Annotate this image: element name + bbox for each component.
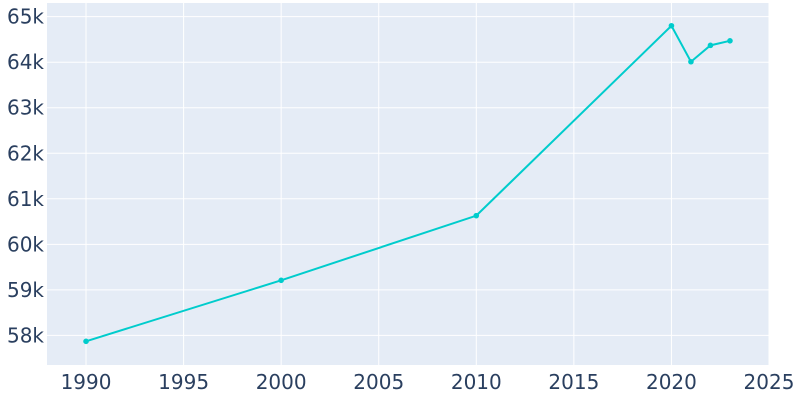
y-tick-label: 62k bbox=[7, 141, 44, 165]
x-tick-label: 2000 bbox=[256, 370, 307, 394]
x-tick-label: 2015 bbox=[548, 370, 599, 394]
x-tick-label: 2020 bbox=[646, 370, 697, 394]
y-tick-label: 59k bbox=[7, 278, 44, 302]
y-tick-label: 58k bbox=[7, 323, 44, 347]
x-tick-label: 1990 bbox=[61, 370, 112, 394]
x-tick-label: 2005 bbox=[353, 370, 404, 394]
x-tick-labels: 1990 1995 2000 2005 2010 2015 2020 2025 bbox=[61, 370, 795, 394]
data-point bbox=[727, 37, 733, 44]
y-tick-label: 65k bbox=[7, 5, 44, 29]
series-points bbox=[83, 22, 733, 345]
y-tick-labels: 58k 59k 60k 61k 62k 63k 64k 65k bbox=[7, 5, 44, 348]
x-tick-label: 1995 bbox=[158, 370, 209, 394]
data-point bbox=[473, 212, 480, 219]
data-point bbox=[668, 22, 675, 29]
x-grid-lines bbox=[85, 3, 770, 365]
plot-background bbox=[47, 3, 769, 365]
data-point bbox=[83, 338, 89, 345]
data-point bbox=[688, 58, 694, 65]
y-tick-label: 60k bbox=[7, 232, 44, 256]
data-point bbox=[278, 277, 284, 284]
data-point bbox=[707, 42, 714, 49]
y-tick-label: 63k bbox=[7, 96, 44, 120]
x-tick-label: 2010 bbox=[451, 370, 502, 394]
y-tick-label: 61k bbox=[7, 187, 44, 211]
y-tick-label: 64k bbox=[7, 50, 44, 74]
y-grid-lines bbox=[47, 16, 769, 336]
x-tick-label: 2025 bbox=[744, 370, 795, 394]
